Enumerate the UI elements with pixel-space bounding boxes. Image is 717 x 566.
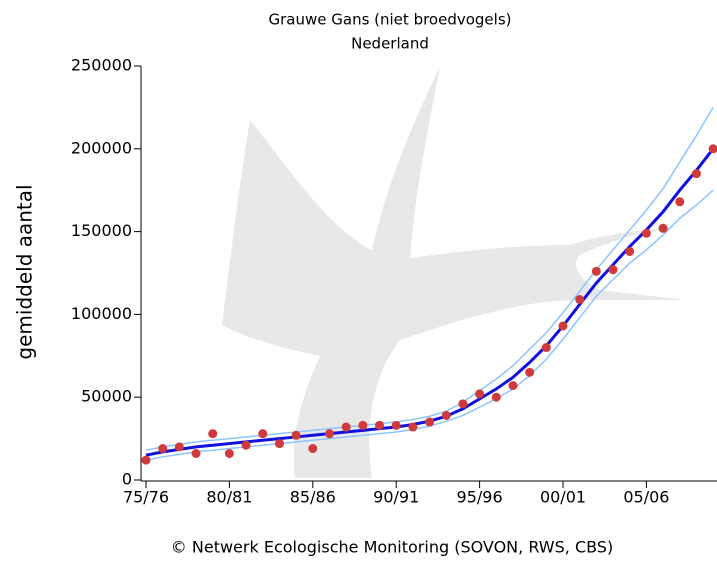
data-point: [375, 420, 385, 430]
x-tick-label: 05/06: [623, 488, 669, 507]
data-point: [541, 343, 551, 353]
data-point: [208, 429, 218, 439]
data-point: [274, 439, 284, 449]
trend-line: [145, 107, 714, 451]
y-axis-label: gemiddeld aantal: [13, 184, 37, 359]
data-point: [591, 266, 601, 276]
data-point: [258, 429, 268, 439]
y-tick-label: 250000: [71, 56, 132, 75]
y-tick-label: 50000: [81, 387, 132, 406]
data-point: [691, 169, 701, 179]
x-tick-label: 90/91: [373, 488, 419, 507]
bird-silhouette: [222, 66, 690, 478]
data-point: [441, 410, 451, 420]
y-tick-label: 150000: [71, 221, 132, 240]
data-point: [341, 422, 351, 432]
data-point: [425, 417, 435, 427]
data-point: [241, 440, 251, 450]
data-point: [141, 455, 151, 465]
x-tick-label: 85/86: [290, 488, 336, 507]
data-point: [358, 420, 368, 430]
data-point: [224, 449, 234, 459]
data-point: [675, 197, 685, 207]
data-point: [608, 265, 618, 275]
x-tick-label: 80/81: [206, 488, 252, 507]
data-point: [558, 321, 568, 331]
data-point: [308, 444, 318, 454]
y-tick-label: 100000: [71, 304, 132, 323]
data-point: [324, 429, 334, 439]
data-point: [641, 228, 651, 238]
y-tick-label: 0: [122, 470, 132, 489]
data-point: [625, 246, 635, 256]
data-point: [508, 381, 518, 391]
x-tick-label: 95/96: [457, 488, 503, 507]
y-tick-label: 200000: [71, 138, 132, 157]
data-point: [475, 389, 485, 399]
data-point: [658, 223, 668, 233]
chart-title: Grauwe Gans (niet broedvogels): [269, 11, 512, 29]
data-point: [575, 294, 585, 304]
data-point: [158, 444, 168, 454]
data-point: [525, 367, 535, 377]
data-point: [408, 422, 418, 432]
data-point: [391, 420, 401, 430]
chart-subtitle: Nederland: [351, 35, 429, 53]
data-point: [291, 430, 301, 440]
data-point: [491, 392, 501, 402]
data-point: [174, 442, 184, 452]
data-point: [191, 449, 201, 459]
x-tick-label: 75/76: [123, 488, 169, 507]
data-point: [458, 399, 468, 409]
footer: © Netwerk Ecologische Monitoring (SOVON,…: [171, 538, 613, 557]
x-tick-label: 00/01: [540, 488, 586, 507]
data-point: [708, 144, 717, 154]
